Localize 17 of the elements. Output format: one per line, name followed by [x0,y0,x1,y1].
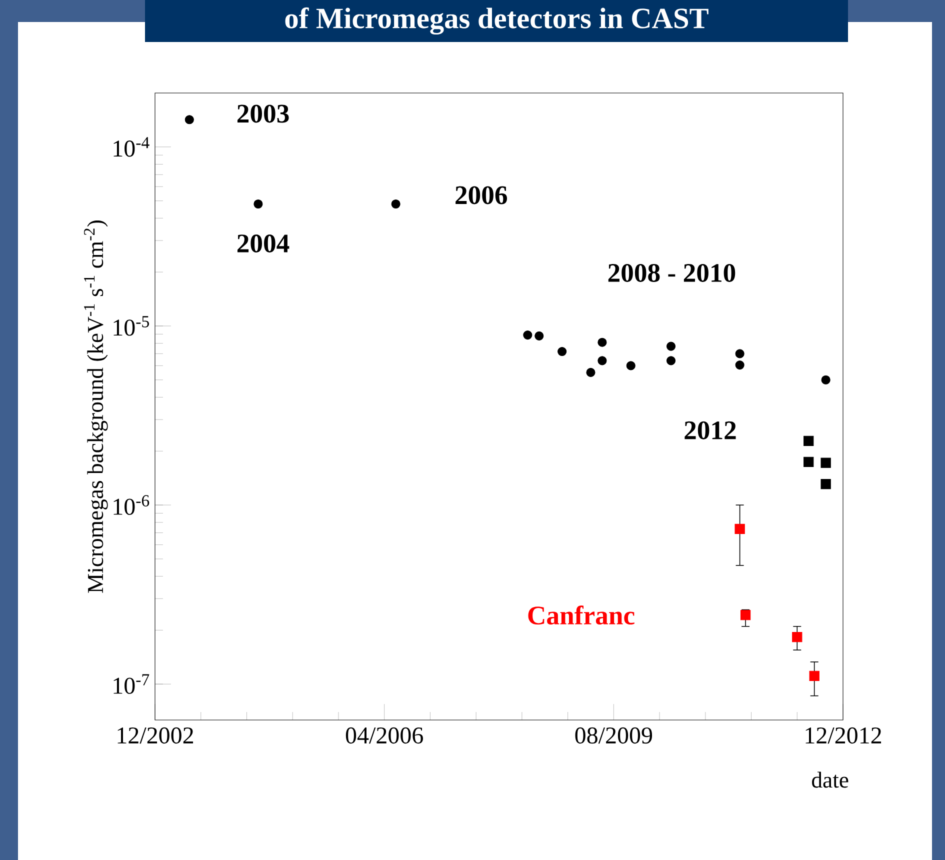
chart-title: of Micromegas detectors in CAST [285,7,708,35]
annotation: 2006 [456,186,507,204]
annotation: 2012 [684,421,736,440]
annotation: 2008 - 2010 [608,264,736,282]
x-tick-label: 04/2006 [346,727,423,744]
text: Canfranc [528,606,634,625]
y-tick-label: 10$^{-5}$ [114,316,149,336]
x-tick-label: 12/2002 [118,727,194,744]
annotation: 2003 [237,104,289,123]
x-axis-title: date [812,772,848,788]
x-tick-label: 12/2012 [806,727,882,744]
y-tick-label: 10$^{-7}$ [114,674,150,694]
x-tick-label: 08/2009 [575,727,652,744]
y-tick-label: 10$^{-6}$ [114,495,150,515]
annotation: 2004 [237,234,290,252]
y-tick-label: 10$^{-4}$ [114,137,150,157]
y-axis-title: Micromegas background (keV$^{-1}$ s$^{-1}$ cm$^{-2}$) [84,220,108,593]
